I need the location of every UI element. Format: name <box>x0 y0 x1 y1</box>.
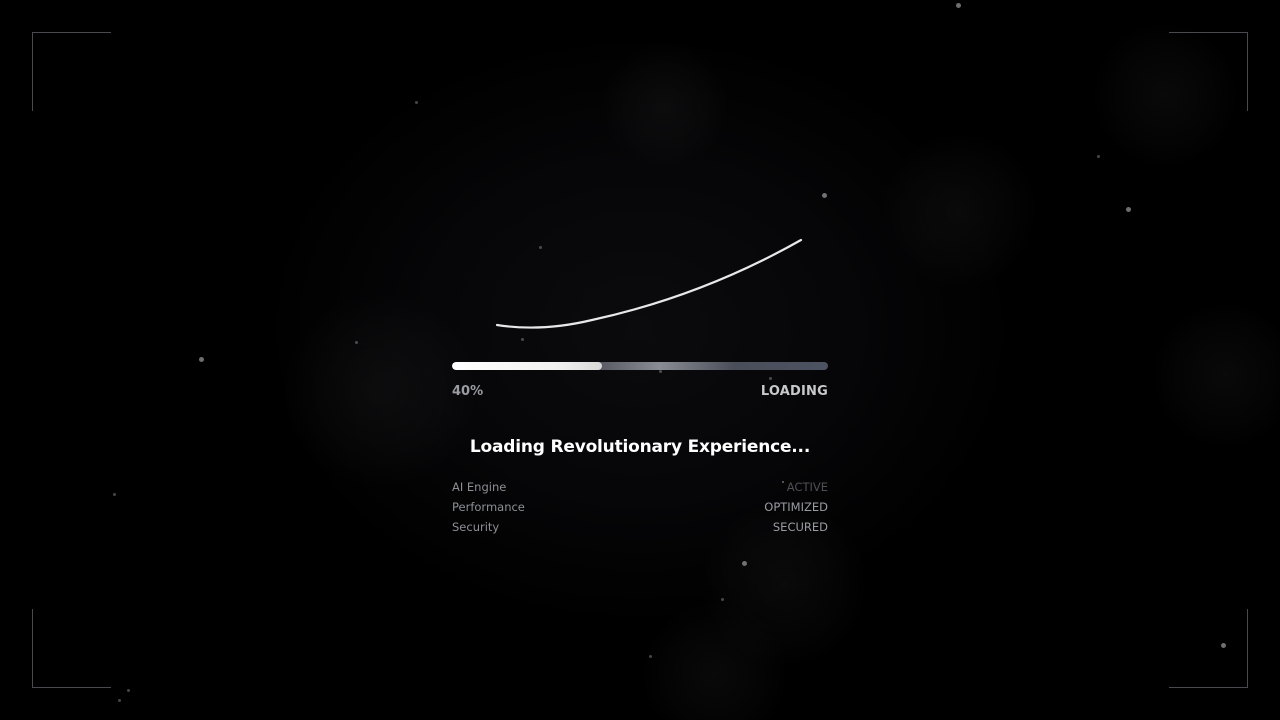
system-label: AI Engine <box>452 480 507 494</box>
progress-status: LOADING <box>760 384 828 399</box>
particle <box>127 689 130 692</box>
background-orb <box>600 40 730 170</box>
progress-bar-fill <box>452 362 603 370</box>
frame-corner-bottom-right <box>1169 609 1248 688</box>
system-value: OPTIMIZED <box>764 500 828 514</box>
system-status-row: Performance OPTIMIZED <box>452 499 828 519</box>
progress-bar <box>452 362 828 370</box>
frame-corner-bottom-left <box>32 609 111 688</box>
particle <box>539 246 542 249</box>
particle <box>742 561 747 566</box>
particle <box>649 655 652 658</box>
particle <box>721 598 724 601</box>
particle <box>769 377 772 380</box>
particle <box>1097 155 1100 158</box>
system-status-row: AI Engine ACTIVE <box>452 479 828 499</box>
particle <box>822 193 827 198</box>
background-orb <box>640 600 790 720</box>
system-label: Security <box>452 520 500 534</box>
progress-percent: 40% <box>452 384 484 399</box>
progress-meta: 40% LOADING <box>452 384 828 399</box>
frame-corner-top-left <box>32 32 111 111</box>
particle <box>521 338 524 341</box>
background-orb <box>1150 300 1280 450</box>
system-status-row: Security SECURED <box>452 519 828 539</box>
particle <box>199 357 204 362</box>
loader-arc-icon <box>495 238 803 329</box>
particle <box>113 493 116 496</box>
frame-corner-top-right <box>1169 32 1248 111</box>
background-orb <box>280 290 480 490</box>
particle <box>1126 207 1131 212</box>
system-value-text: ACTIVE <box>786 480 828 494</box>
particle <box>355 341 358 344</box>
background-orb <box>880 130 1040 290</box>
system-value: SECURED <box>772 520 828 534</box>
particle <box>415 101 418 104</box>
particle <box>118 699 121 702</box>
background-orb <box>700 500 870 670</box>
status-blip-icon <box>781 481 784 483</box>
particle <box>659 370 662 373</box>
system-label: Performance <box>452 500 525 514</box>
particle <box>1221 643 1226 648</box>
loading-title: Loading Revolutionary Experience... <box>469 437 811 457</box>
background-orb <box>1090 20 1240 170</box>
system-value: ACTIVE <box>781 479 828 499</box>
particle <box>956 3 961 8</box>
system-status-list: AI Engine ACTIVE Performance OPTIMIZED S… <box>452 479 828 539</box>
